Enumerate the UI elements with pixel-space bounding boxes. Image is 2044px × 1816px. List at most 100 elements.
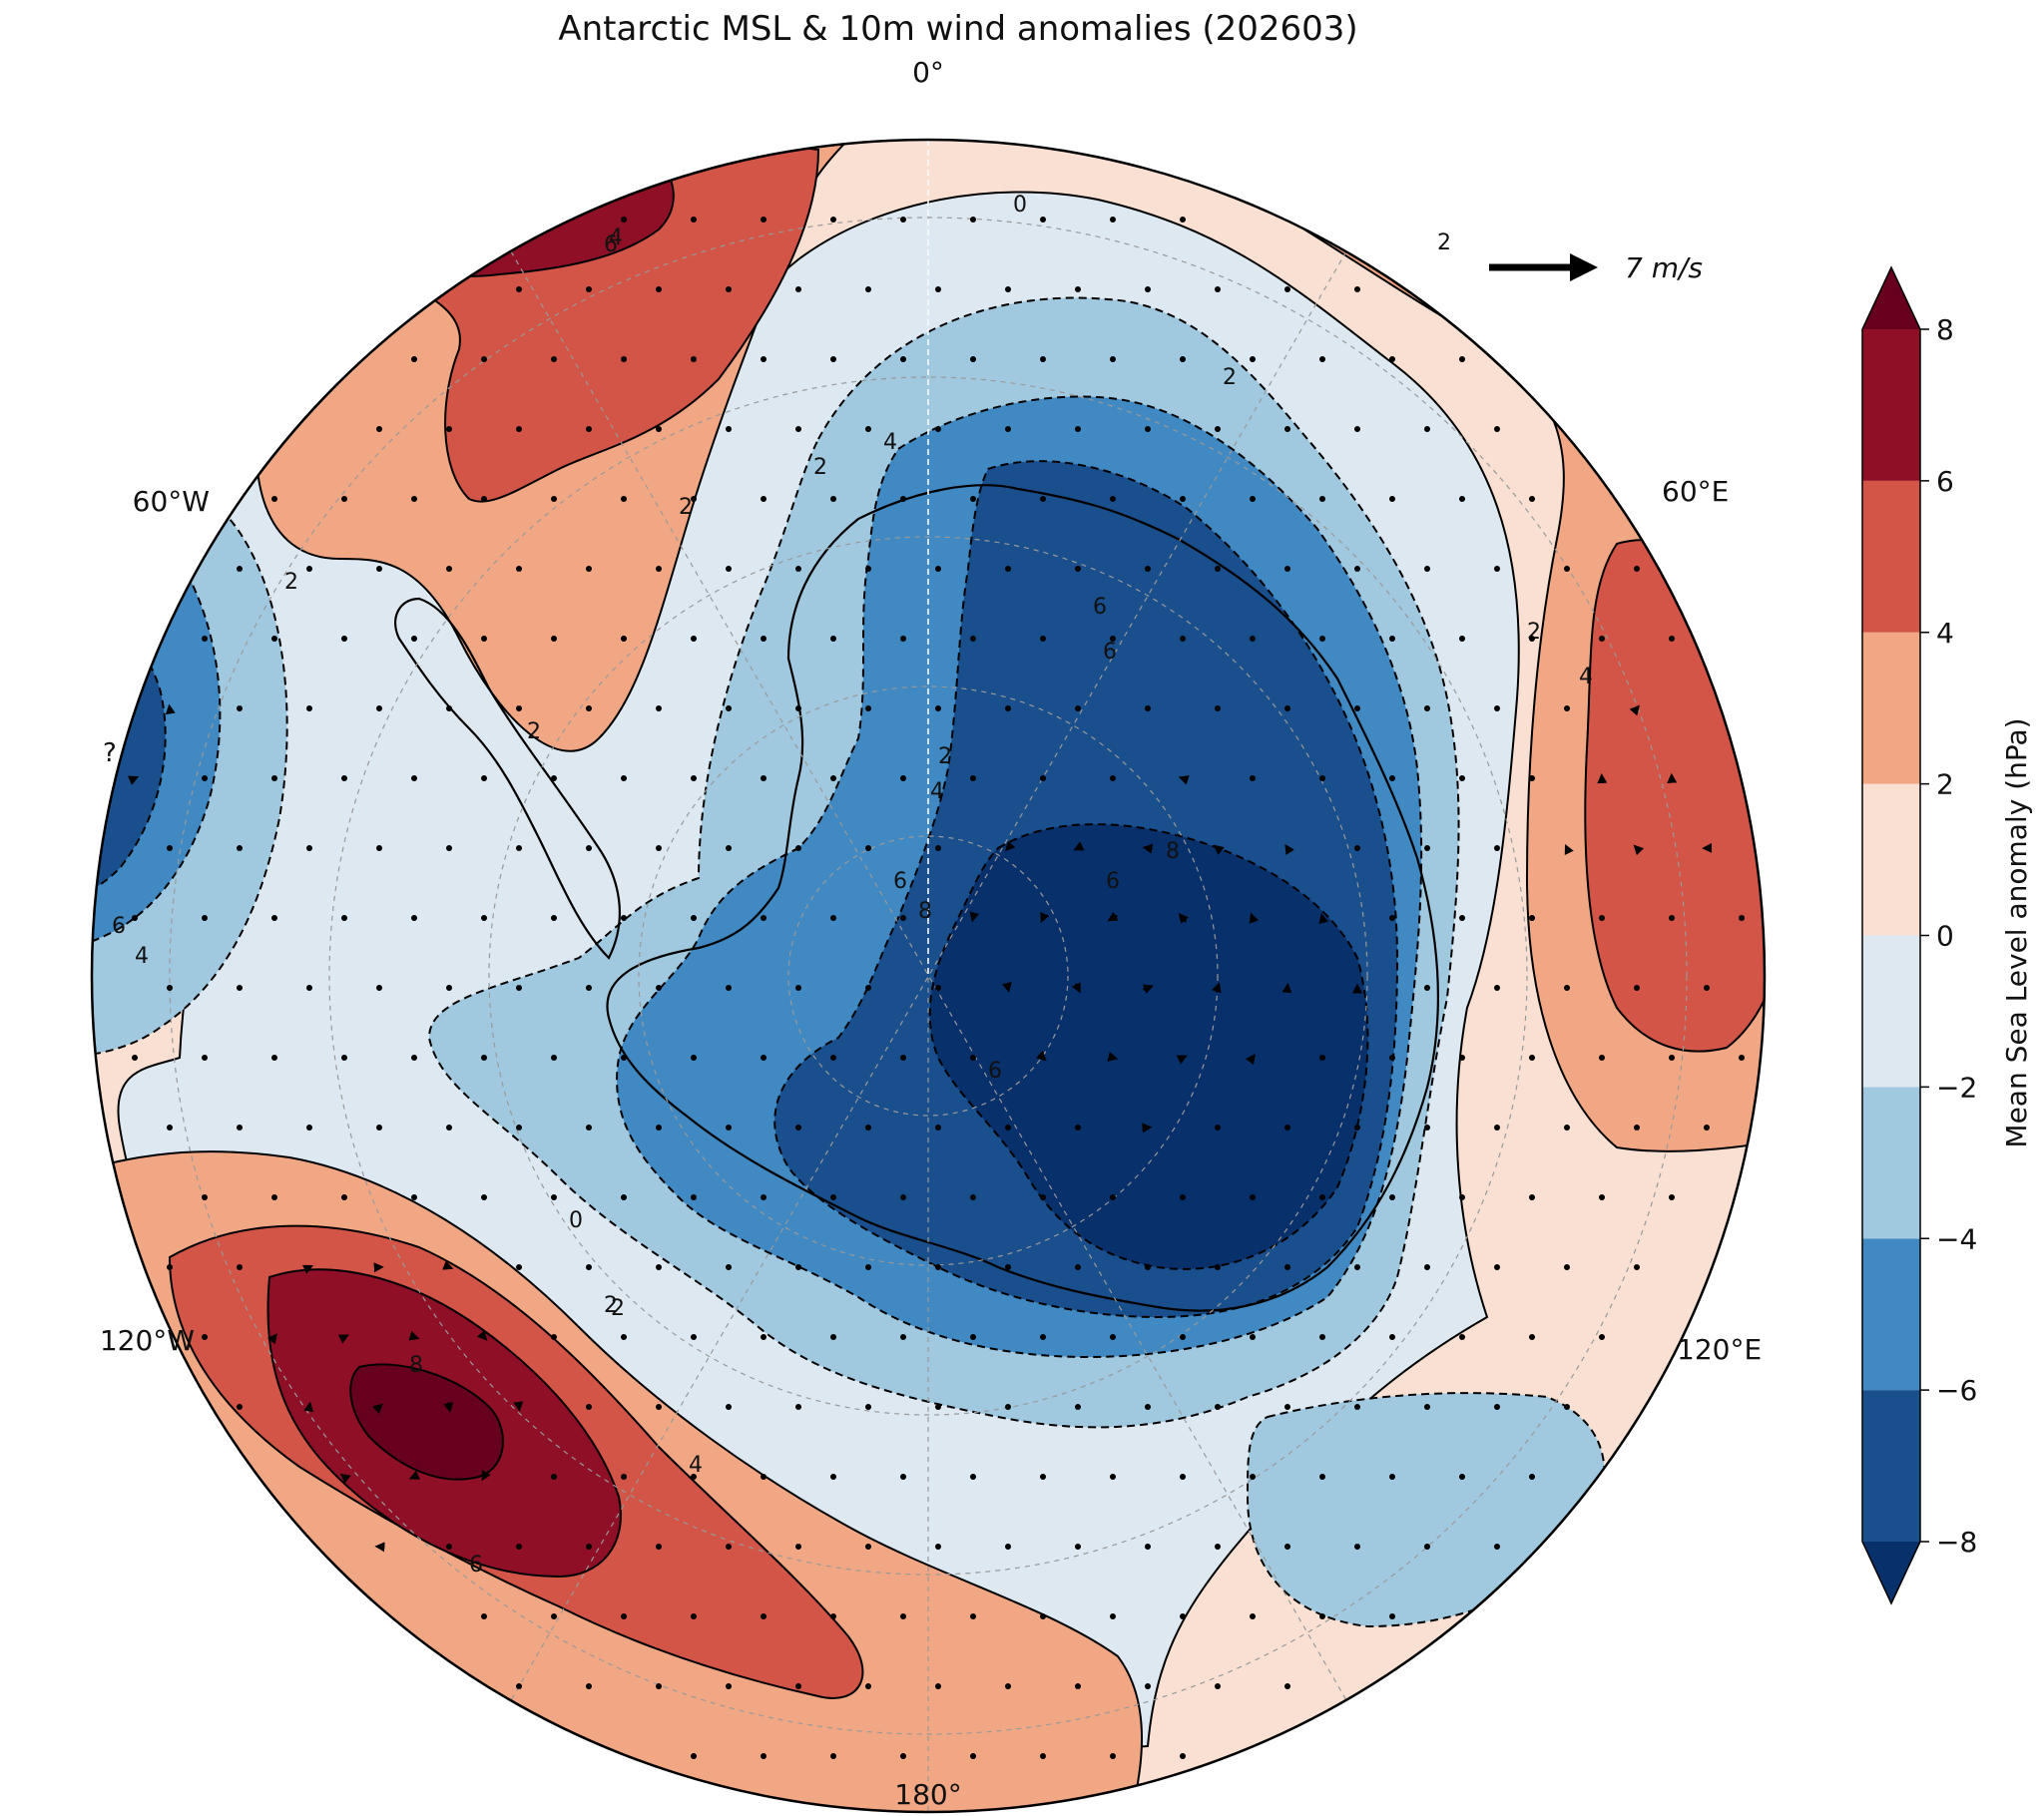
wind-vector-calm xyxy=(446,426,452,432)
wind-vector-calm xyxy=(167,1125,173,1131)
wind-vector-calm xyxy=(516,1264,522,1270)
wind-vector-calm xyxy=(621,1334,627,1340)
wind-vector-calm xyxy=(481,356,487,362)
wind-vector-calm xyxy=(970,1613,976,1619)
wind-vector-calm xyxy=(1110,217,1116,223)
wind-vector-calm xyxy=(1354,286,1360,292)
wind-vector-calm xyxy=(1075,1264,1081,1270)
wind-vector-calm xyxy=(446,566,452,572)
colorbar-block xyxy=(1862,1238,1920,1391)
wind-vector-calm xyxy=(830,217,836,223)
wind-vector-calm xyxy=(306,845,312,851)
wind-vector-calm xyxy=(202,1194,208,1200)
wind-vector-calm xyxy=(1180,1753,1186,1759)
wind-vector-calm xyxy=(1215,1544,1221,1550)
chart-title: Antarctic MSL & 10m wind anomalies (2026… xyxy=(558,9,1357,49)
wind-vector-calm xyxy=(621,217,627,223)
wind-vector-calm xyxy=(935,985,941,991)
wind-vector-calm xyxy=(1005,1125,1011,1131)
contour-label: 6 xyxy=(893,869,907,894)
wind-vector-calm xyxy=(935,566,941,572)
wind-vector xyxy=(408,1330,420,1341)
contour-label: 6 xyxy=(604,232,618,257)
wind-vector-calm xyxy=(271,915,277,921)
wind-vector-calm xyxy=(1424,985,1430,991)
wind-vector-calm xyxy=(1704,1125,1710,1131)
wind-vector-calm xyxy=(1459,356,1465,362)
wind-vector-calm xyxy=(551,636,557,642)
wind-vector-calm xyxy=(970,775,976,781)
wind-vector-calm xyxy=(726,845,732,851)
latitude-circle xyxy=(169,217,1688,1735)
wind-vector-calm xyxy=(1459,1055,1465,1061)
wind-vector-calm xyxy=(271,1194,277,1200)
wind-vector-calm xyxy=(1599,1334,1605,1340)
wind-vector-calm xyxy=(1319,1334,1325,1340)
colorbar-block xyxy=(1862,783,1920,936)
wind-vector-calm xyxy=(1145,286,1151,292)
wind-vector-calm xyxy=(935,286,941,292)
lon-label-cut: ? xyxy=(103,738,117,768)
wind-vector-calm xyxy=(1215,1404,1221,1410)
wind-vector-calm xyxy=(1494,566,1500,572)
wind-vector-calm xyxy=(726,705,732,711)
wind-vector-calm xyxy=(1739,915,1745,921)
contour-label: 2 xyxy=(679,495,693,520)
wind-vector-calm xyxy=(761,1334,766,1340)
wind-vector-calm xyxy=(761,1474,766,1480)
wind-vector-calm xyxy=(1354,705,1360,711)
wind-vector-calm xyxy=(970,636,976,642)
wind-vector-calm xyxy=(656,845,662,851)
wind-vector-calm xyxy=(1145,566,1151,572)
wind-vector-calm xyxy=(1389,496,1395,502)
wind-vector-calm xyxy=(1424,845,1430,851)
map-boundary xyxy=(90,138,1767,1814)
colorbar-tick-label: 4 xyxy=(1936,617,1954,650)
wind-vector-calm xyxy=(1319,775,1325,781)
contour-label: 2 xyxy=(1223,365,1237,390)
contour-label: 4 xyxy=(883,430,897,455)
wind-vector-calm xyxy=(830,915,836,921)
wind-vector-calm xyxy=(830,1055,836,1061)
wind-vector-calm xyxy=(1634,566,1640,572)
wind-vector-calm xyxy=(935,1544,941,1550)
wind-vector-calm xyxy=(726,1264,732,1270)
colorbar-tick-label: −6 xyxy=(1936,1374,1977,1407)
wind-vector-calm xyxy=(900,1613,906,1619)
wind-vector-calm xyxy=(900,1334,906,1340)
wind-vector-calm xyxy=(1564,1264,1570,1270)
wind-vector-calm xyxy=(830,1474,836,1480)
wind-vector-calm xyxy=(656,1125,662,1131)
wind-vector-calm xyxy=(1424,426,1430,432)
wind-vector-calm xyxy=(1564,705,1570,711)
wind-vector-calm xyxy=(900,1194,906,1200)
wind-vector-calm xyxy=(621,356,627,362)
wind-vector-calm xyxy=(1529,1474,1535,1480)
wind-vector-calm xyxy=(1040,217,1046,223)
colorbar-tick-label: 0 xyxy=(1936,920,1954,953)
wind-vector-calm xyxy=(1704,985,1710,991)
wind-vector xyxy=(408,1470,421,1480)
wind-vector xyxy=(1107,911,1119,922)
wind-vector-calm xyxy=(795,1404,801,1410)
wind-vector-calm xyxy=(1005,426,1011,432)
wind-vector-calm xyxy=(237,566,243,572)
wind-vector-calm xyxy=(481,775,487,781)
wind-vector-calm xyxy=(1215,705,1221,711)
wind-vector-calm xyxy=(1319,1055,1325,1061)
wind-vector xyxy=(1040,911,1050,924)
contour-label: 4 xyxy=(689,1453,703,1478)
wind-vector-calm xyxy=(237,705,243,711)
wind-vector-calm xyxy=(551,775,557,781)
wind-vector-calm xyxy=(1215,286,1221,292)
wind-vector xyxy=(1035,1050,1047,1062)
wind-vector-calm xyxy=(900,356,906,362)
wind-vector-calm xyxy=(1040,1474,1046,1480)
wind-vector-calm xyxy=(761,1055,766,1061)
wind-vector-calm xyxy=(900,1474,906,1480)
wind-vector-calm xyxy=(1529,496,1535,502)
wind-vector-calm xyxy=(1599,1055,1605,1061)
latitude-circle xyxy=(787,835,1069,1117)
wind-vector-calm xyxy=(586,426,592,432)
